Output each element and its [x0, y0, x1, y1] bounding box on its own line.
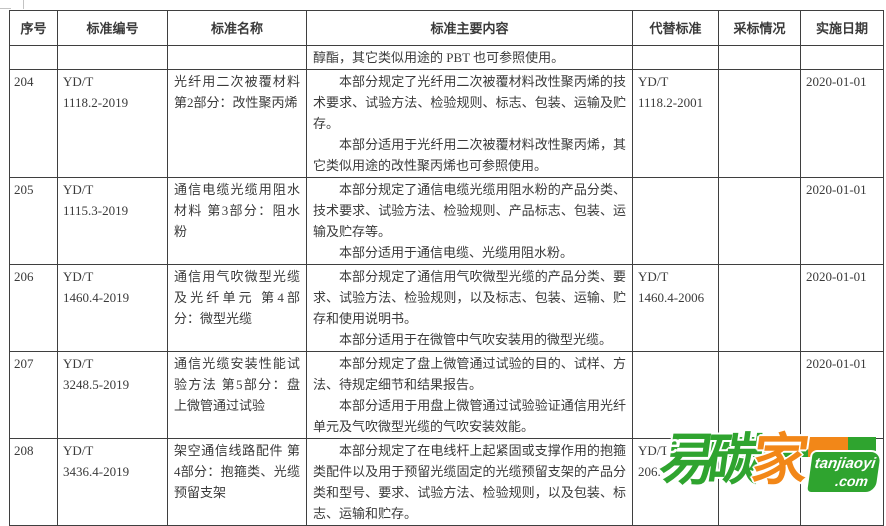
- header-standard-name: 标准名称: [167, 10, 307, 46]
- watermark-logo: 易碳家 e tanjiaoyi .com: [656, 429, 886, 505]
- standard-content-cell: 本部分规定了通信用气吹微型光缆的产品分类、要求、试验方法、检验规则，以及标志、包…: [306, 264, 633, 352]
- table-row: 205 YD/T 1115.3-2019 通信电缆光缆用阻水材料 第3部分：阻水粉 本部…: [9, 177, 884, 265]
- adoption-status-cell: [718, 69, 801, 178]
- table-row: 204 YD/T 1118.2-2019 光纤用二次被覆材料 第2部分：改性聚丙烯 本部…: [9, 69, 884, 178]
- replaced-standard-cell: [632, 177, 719, 265]
- content-paragraph: 本部分规定了在电线杆上起紧固或支撑作用的抱箍类配件以及用于预留光缆固定的光缆预留…: [313, 443, 626, 521]
- watermark-domain-badge: tanjiaoyi .com: [804, 450, 884, 494]
- standard-name-cell: 通信光缆安装性能试验方法 第5部分：盘上微管通过试验: [167, 351, 307, 439]
- content-paragraph: 本部分适用于通信电缆、光缆用阻水粉。: [339, 245, 574, 260]
- standard-code-cell: YD/T 3436.4-2019: [57, 438, 168, 526]
- content-paragraph: 本部分适用于在微管中气吹安装用的微型光缆。: [339, 332, 613, 347]
- standard-code-cell: YD/T 3248.5-2019: [57, 351, 168, 439]
- replaced-standard-cell: YD/T 1460.4-2006: [632, 264, 719, 352]
- header-standard-code: 标准编号: [57, 10, 168, 46]
- serial-number-cell: 208: [9, 438, 58, 526]
- replaced-standard-cell: YD/T 1118.2-2001: [632, 69, 719, 178]
- serial-number-cell: 206: [9, 264, 58, 352]
- watermark-domain-name: tanjiaoyi: [813, 455, 877, 472]
- content-paragraph: 本部分规定了光纤用二次被覆材料改性聚丙烯的技术要求、试验方法、检验规则、标志、包…: [313, 74, 626, 131]
- standard-code-cell: [57, 45, 168, 70]
- content-paragraph: 本部分适用于用盘上微管通过试验验证通信用光纤单元及气吹微型光缆的气吹安装效能。: [313, 398, 626, 434]
- grid-remnant-horizontal: [0, 8, 11, 9]
- header-row: 序号 标准编号 标准名称 标准主要内容 代替标准 采标情况 实施日期: [9, 10, 884, 46]
- implementation-date-cell: 2020-01-01: [800, 177, 884, 265]
- adoption-status-cell: [718, 264, 801, 352]
- watermark-char-orange: 家: [747, 430, 803, 492]
- standard-name-cell: [167, 45, 307, 70]
- standard-code-cell: YD/T 1115.3-2019: [57, 177, 168, 265]
- header-replaced-standard: 代替标准: [632, 10, 719, 46]
- replaced-standard-cell: [632, 45, 719, 70]
- standard-content-cell: 本部分规定了光纤用二次被覆材料改性聚丙烯的技术要求、试验方法、检验规则、标志、包…: [306, 69, 633, 178]
- replaced-standard-cell: [632, 351, 719, 439]
- standards-table: 序号 标准编号 标准名称 标准主要内容 代替标准 采标情况 实施日期 醇酯，其它…: [9, 10, 884, 526]
- content-paragraph: 本部分规定了盘上微管通过试验的目的、试样、方法、待规定细节和结果报告。: [313, 356, 626, 392]
- standards-table-body: 醇酯，其它类似用途的 PBT 也可参照使用。 204 YD/T 1118.2-2019…: [9, 45, 884, 526]
- table-row: 206 YD/T 1460.4-2019 通信用气吹微型光缆及光纤单元 第4部分：微型…: [9, 264, 884, 352]
- serial-number-cell: [9, 45, 58, 70]
- content-paragraph: 醇酯，其它类似用途的 PBT 也可参照使用。: [313, 50, 565, 65]
- standard-name-cell: 通信电缆光缆用阻水材料 第3部分：阻水粉: [167, 177, 307, 265]
- implementation-date-cell: 2020-01-01: [800, 69, 884, 178]
- implementation-date-cell: 2020-01-01: [800, 264, 884, 352]
- content-paragraph: 本部分规定了通信用气吹微型光缆的产品分类、要求、试验方法、检验规则，以及标志、包…: [313, 269, 626, 326]
- table-row: 207 YD/T 3248.5-2019 通信光缆安装性能试验方法 第5部分：盘上微管…: [9, 351, 884, 439]
- table-row: 醇酯，其它类似用途的 PBT 也可参照使用。: [9, 45, 884, 70]
- standard-name-cell: 架空通信线路配件 第4部分：抱箍类、光缆预留支架: [167, 438, 307, 526]
- adoption-status-cell: [718, 177, 801, 265]
- serial-number-cell: 204: [9, 69, 58, 178]
- header-main-content: 标准主要内容: [306, 10, 633, 46]
- standard-code-cell: YD/T 1460.4-2019: [57, 264, 168, 352]
- standard-code-cell: YD/T 1118.2-2019: [57, 69, 168, 178]
- table-header: 序号 标准编号 标准名称 标准主要内容 代替标准 采标情况 实施日期: [9, 10, 884, 46]
- watermark-domain-tld: .com: [834, 473, 870, 489]
- standard-content-cell: 醇酯，其它类似用途的 PBT 也可参照使用。: [306, 45, 633, 70]
- header-serial-number: 序号: [9, 10, 58, 46]
- adoption-status-cell: [718, 45, 801, 70]
- adoption-status-cell: [718, 351, 801, 439]
- serial-number-cell: 205: [9, 177, 58, 265]
- implementation-date-cell: 2020-01-01: [800, 351, 884, 439]
- content-paragraph: 本部分规定了通信电缆光缆用阻水粉的产品分类、技术要求、试验方法、检验规则、产品标…: [313, 182, 626, 239]
- header-implementation-date: 实施日期: [800, 10, 884, 46]
- implementation-date-cell: [800, 45, 884, 70]
- standard-name-cell: 光纤用二次被覆材料 第2部分：改性聚丙烯: [167, 69, 307, 178]
- standard-content-cell: 本部分规定了盘上微管通过试验的目的、试样、方法、待规定细节和结果报告。 本部分适用…: [306, 351, 633, 439]
- serial-number-cell: 207: [9, 351, 58, 439]
- content-paragraph: 本部分适用于光纤用二次被覆材料改性聚丙烯，其它类似用途的改性聚丙烯也可参照使用。: [313, 137, 626, 173]
- header-adoption-status: 采标情况: [718, 10, 801, 46]
- standard-content-cell: 本部分规定了通信电缆光缆用阻水粉的产品分类、技术要求、试验方法、检验规则、产品标…: [306, 177, 633, 265]
- standard-content-cell: 本部分规定了在电线杆上起紧固或支撑作用的抱箍类配件以及用于预留光缆固定的光缆预留…: [306, 438, 633, 526]
- standard-name-cell: 通信用气吹微型光缆及光纤单元 第4部分：微型光缆: [167, 264, 307, 352]
- grid-remnant-vertical: [23, 0, 24, 9]
